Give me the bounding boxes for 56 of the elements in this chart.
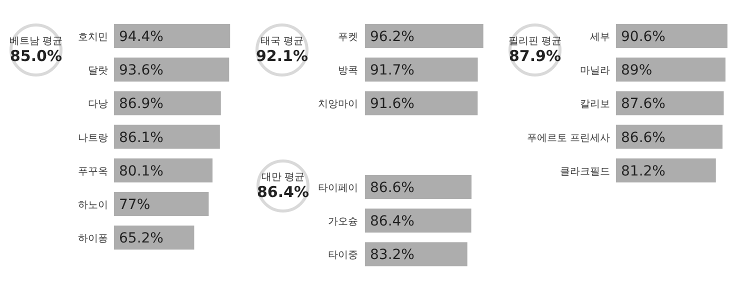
y-tick-label: 칼리보: [580, 99, 610, 110]
bar: [616, 124, 723, 149]
data-label: 91.6%: [370, 96, 414, 112]
bar: [114, 24, 230, 48]
bar: [114, 192, 209, 216]
data-label: 86.6%: [621, 130, 666, 146]
y-tick-label: 타이페이: [318, 183, 358, 194]
y-tick-label: 세부: [590, 32, 610, 43]
bar: [114, 158, 213, 182]
y-tick-label: 가오슝: [328, 216, 358, 228]
data-label: 86.6%: [370, 180, 414, 196]
data-label: 89%: [621, 62, 652, 79]
text: 86.4%: [256, 183, 310, 201]
bar: [616, 24, 728, 48]
bar: [114, 58, 230, 82]
bar: [114, 226, 194, 250]
text: 85.0%: [10, 47, 62, 65]
y-tick-label: 푸꾸옥: [78, 166, 108, 178]
y-tick-label: 마닐라: [580, 66, 610, 77]
y-tick-label: 하이퐁: [78, 234, 108, 245]
bar: [616, 158, 716, 182]
data-label: 86.9%: [119, 96, 164, 112]
bar: [114, 91, 221, 116]
data-label: 86.4%: [370, 214, 414, 230]
data-label: 96.2%: [370, 29, 414, 45]
text: 87.9%: [508, 47, 562, 65]
y-tick-label: 방콕: [338, 66, 358, 77]
data-label: 94.4%: [119, 29, 164, 45]
text: 대만 평균: [261, 172, 305, 183]
bar: [114, 124, 220, 149]
y-tick-label: 나트랑: [78, 132, 108, 144]
y-tick-label: 클라크필드: [560, 166, 610, 178]
bar: [616, 58, 726, 82]
data-label: 91.7%: [370, 62, 414, 79]
data-label: 86.1%: [119, 130, 164, 146]
data-label: 90.6%: [621, 29, 666, 45]
data-label: 83.2%: [370, 247, 414, 264]
y-tick-label: 호치민: [78, 32, 108, 43]
text: 필리핀 평균: [508, 36, 562, 47]
y-tick-label: 푸켓: [338, 32, 358, 43]
text: 92.1%: [256, 47, 308, 65]
y-tick-label: 타이중: [328, 250, 358, 262]
y-tick-label: 치앙마이: [318, 99, 358, 110]
data-label: 87.6%: [621, 96, 666, 112]
data-label: 93.6%: [119, 62, 164, 79]
bar: [616, 91, 724, 116]
data-label: 80.1%: [119, 163, 164, 180]
data-label: 77%: [119, 197, 150, 213]
text: 태국 평균: [260, 36, 304, 47]
y-tick-label: 다낭: [88, 99, 108, 110]
y-tick-label: 하노이: [78, 200, 108, 211]
y-tick-label: 달랏: [88, 66, 108, 77]
data-label: 81.2%: [621, 163, 666, 180]
y-tick-label: 푸에르토 프린세사: [526, 132, 610, 144]
text: 베트남 평균: [9, 36, 63, 47]
data-label: 65.2%: [119, 230, 164, 247]
